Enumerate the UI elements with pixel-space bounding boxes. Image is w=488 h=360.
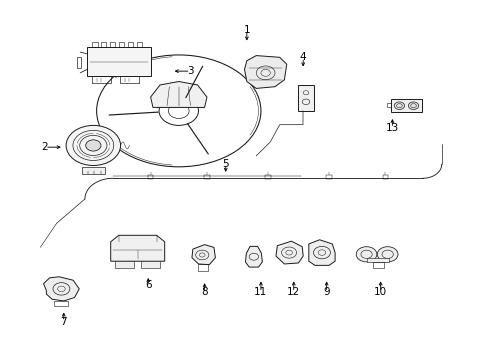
Text: 3: 3 (187, 66, 193, 76)
Polygon shape (191, 245, 215, 265)
Polygon shape (110, 235, 164, 261)
Bar (54, 301, 68, 306)
Bar (325, 175, 331, 179)
Bar (120, 76, 139, 82)
Text: 11: 11 (254, 287, 267, 297)
Polygon shape (275, 241, 303, 264)
Text: 2: 2 (41, 142, 48, 152)
Bar (81, 167, 105, 174)
Bar (390, 99, 421, 112)
Polygon shape (150, 81, 206, 107)
Text: 9: 9 (323, 287, 329, 297)
Text: 4: 4 (299, 52, 306, 62)
Circle shape (393, 102, 404, 109)
Bar (203, 175, 209, 179)
Text: 5: 5 (222, 159, 228, 170)
Text: 10: 10 (373, 287, 386, 297)
Bar (382, 175, 387, 179)
Bar (77, 57, 81, 68)
Bar (386, 103, 390, 107)
Circle shape (377, 247, 397, 262)
Bar (366, 258, 388, 262)
Bar (372, 262, 384, 269)
Text: 7: 7 (61, 317, 67, 327)
Text: 12: 12 (286, 287, 300, 297)
Bar (109, 42, 115, 47)
Polygon shape (43, 277, 79, 301)
Text: 13: 13 (385, 123, 398, 133)
Circle shape (355, 247, 376, 262)
Bar (197, 264, 207, 271)
Bar (115, 261, 134, 268)
Circle shape (66, 125, 121, 166)
Bar (87, 47, 150, 76)
Bar (264, 175, 270, 179)
Text: 8: 8 (201, 287, 207, 297)
Circle shape (85, 140, 101, 151)
Polygon shape (308, 240, 334, 265)
Circle shape (407, 102, 418, 109)
Bar (127, 42, 133, 47)
Bar (92, 76, 110, 82)
Polygon shape (245, 246, 262, 267)
Bar (147, 175, 153, 179)
Bar (101, 42, 106, 47)
Bar (141, 261, 160, 268)
Bar (119, 42, 124, 47)
Polygon shape (244, 55, 286, 89)
Text: 1: 1 (243, 25, 250, 35)
Bar (92, 42, 98, 47)
Bar (298, 85, 313, 111)
Bar (136, 42, 142, 47)
Text: 6: 6 (144, 280, 151, 291)
